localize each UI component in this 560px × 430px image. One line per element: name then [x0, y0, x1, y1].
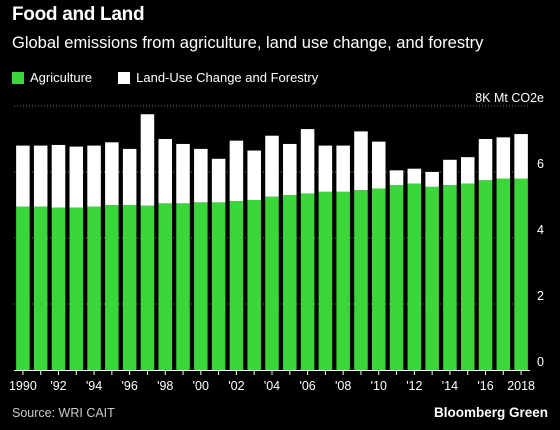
bar-agriculture: [51, 207, 66, 370]
y-tick-label: 2: [537, 289, 544, 303]
bar-agriculture: [33, 206, 48, 370]
x-tick-label: '04: [264, 379, 280, 393]
x-tick-label: '08: [335, 379, 351, 393]
bar-land-use: [336, 145, 350, 192]
bar-agriculture: [176, 203, 190, 370]
bar-agriculture: [265, 196, 279, 370]
bar-agriculture: [211, 202, 226, 370]
bar-land-use: [300, 129, 315, 194]
bar-land-use: [158, 139, 173, 204]
bar-agriculture: [229, 201, 244, 370]
bar-land-use: [407, 168, 422, 184]
bar-land-use: [318, 145, 333, 192]
chart-legend: Agriculture Land-Use Change and Forestry: [12, 70, 344, 85]
bar-land-use: [425, 172, 439, 187]
bar-agriculture: [300, 193, 315, 370]
x-tick-label: 2018: [507, 379, 535, 393]
bar-land-use: [176, 143, 190, 204]
bar-land-use: [496, 137, 511, 179]
bar-land-use: [140, 114, 155, 206]
bar-agriculture: [371, 188, 386, 370]
bar-land-use: [514, 134, 528, 179]
bar-land-use: [87, 145, 101, 207]
bar-agriculture: [105, 205, 119, 370]
legend-item-agriculture: Agriculture: [12, 70, 92, 85]
bar-land-use: [247, 150, 261, 201]
bar-land-use: [460, 157, 475, 184]
x-tick-label: '96: [122, 379, 138, 393]
x-tick-label: '94: [86, 379, 102, 393]
bar-agriculture: [318, 191, 333, 370]
bar-agriculture: [336, 191, 350, 370]
bar-land-use: [389, 170, 404, 186]
legend-label-land-use: Land-Use Change and Forestry: [136, 70, 319, 85]
bar-agriculture: [478, 180, 493, 370]
bar-agriculture: [158, 203, 173, 370]
bar-agriculture: [283, 195, 297, 370]
legend-swatch-agriculture: [12, 71, 24, 84]
bar-agriculture: [194, 202, 208, 370]
bar-land-use: [16, 145, 30, 207]
bar-agriculture: [389, 185, 404, 370]
bar-agriculture: [496, 178, 511, 370]
bar-agriculture: [354, 190, 368, 370]
bar-land-use: [211, 158, 226, 203]
legend-item-land-use: Land-Use Change and Forestry: [118, 70, 318, 85]
x-tick-label: '16: [477, 379, 493, 393]
bar-agriculture: [247, 200, 261, 370]
y-axis-unit-label: 8K Mt CO2e: [475, 91, 544, 105]
bar-land-use: [354, 131, 368, 191]
bar-land-use: [283, 143, 297, 196]
legend-label-agriculture: Agriculture: [30, 70, 93, 85]
bar-agriculture: [460, 183, 475, 370]
x-tick-label: 1990: [9, 379, 37, 393]
bar-land-use: [371, 141, 386, 189]
bar-agriculture: [69, 207, 84, 370]
legend-swatch-land-use: [118, 71, 131, 84]
bar-land-use: [51, 144, 66, 208]
bar-agriculture: [514, 178, 528, 370]
bar-agriculture: [407, 183, 422, 370]
bar-land-use: [229, 140, 244, 202]
x-tick-label: '02: [228, 379, 244, 393]
bar-agriculture: [425, 186, 439, 370]
bar-land-use: [33, 145, 48, 207]
bar-land-use: [105, 142, 119, 205]
x-tick-label: '00: [193, 379, 209, 393]
brand-logo: Bloomberg Green: [433, 405, 548, 420]
source-note: Source: WRI CAIT: [12, 406, 115, 420]
bar-land-use: [69, 146, 84, 208]
y-tick-label: 0: [537, 355, 544, 369]
bar-land-use: [194, 148, 208, 203]
bar-agriculture: [87, 206, 101, 370]
bar-land-use: [478, 139, 493, 181]
chart-subtitle: Global emissions from agriculture, land …: [12, 34, 484, 52]
bar-agriculture: [122, 205, 137, 370]
y-tick-label: 4: [537, 223, 544, 237]
x-tick-label: '12: [406, 379, 422, 393]
x-tick-label: '06: [299, 379, 315, 393]
bar-agriculture: [443, 185, 457, 370]
bar-land-use: [122, 148, 137, 205]
x-tick-label: '14: [442, 379, 458, 393]
bar-agriculture: [16, 206, 30, 370]
y-tick-label: 6: [537, 157, 544, 171]
bar-land-use: [443, 159, 457, 186]
chart-title: Food and Land: [12, 4, 145, 25]
x-tick-label: '92: [50, 379, 66, 393]
bar-land-use: [265, 135, 279, 197]
x-tick-label: '98: [157, 379, 173, 393]
bar-agriculture: [140, 205, 155, 370]
x-tick-label: '10: [371, 379, 387, 393]
